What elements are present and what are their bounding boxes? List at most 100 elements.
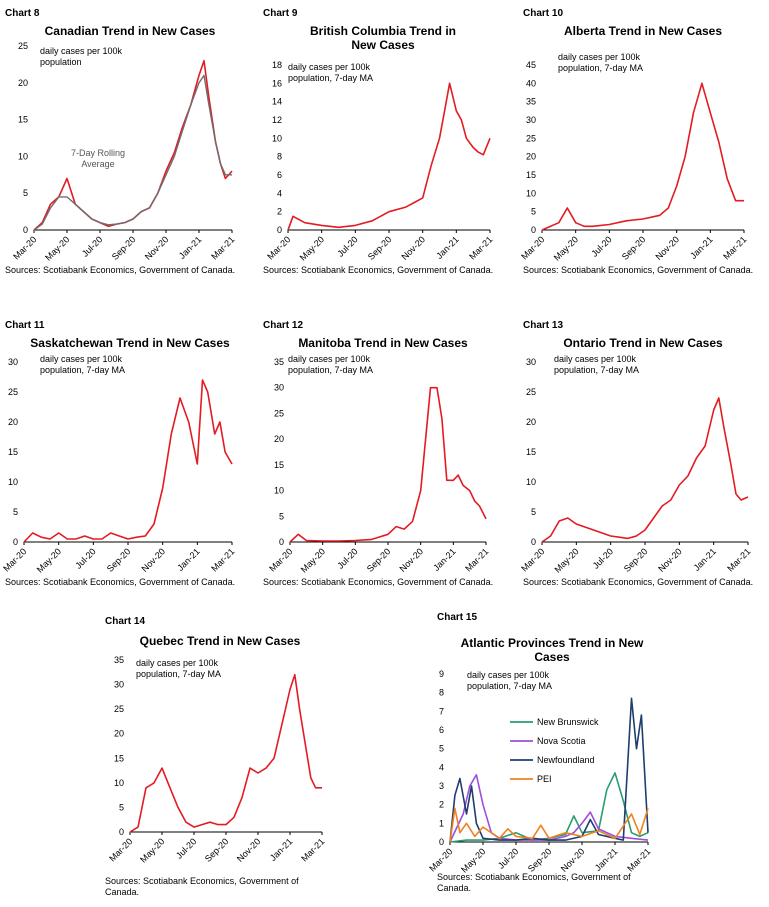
y-tick-label: 5 [531,507,536,517]
x-tick-label: Jan-21 [692,546,719,573]
y-tick-label: 6 [439,725,444,735]
chart14-sources: Sources: Scotiabank Economics, Governmen… [105,876,299,897]
x-tick-label: Jan-21 [177,234,204,261]
chart9-sources: Sources: Scotiabank Economics, Governmen… [263,265,494,275]
note-line-1: daily cases per 100k [558,52,641,62]
y-tick-label: 10 [526,477,536,487]
y-tick-label: 35 [526,97,536,107]
x-tick-label: Jul-20 [80,234,104,258]
chart9-plot: 0 2 4 6 8 10 12 14 16 18 Mar-20 May-20 Jul-20 Sep-20 N… [265,60,494,263]
y-tick-label: 15 [114,753,124,763]
x-tick-label: Mar-20 [267,546,294,573]
note-line-1: daily cases per 100k [40,46,123,56]
chart14-label: Chart 14 [105,616,146,627]
y-tick-label: 0 [23,225,28,235]
chart8-panel: Chart 8 Canadian Trend in New Cases 0 5 10… [0,0,256,300]
note-line-1: daily cases per 100k [288,62,371,72]
series-line-sk [23,379,233,543]
x-tick-label: Mar-20 [1,546,28,573]
chart12-plot: 0 5 10 15 20 25 30 35 Mar-20 May-20 Jul-20 Sep-20 No… [267,354,490,575]
x-tick-label: Sep-20 [105,546,133,574]
chart12-label: Chart 12 [263,320,304,331]
y-tick-label: 20 [526,417,536,427]
y-tick-label: 30 [526,357,536,367]
series-line-nova-scotia [449,774,649,843]
chart15-label: Chart 15 [437,612,478,623]
y-tick-label: 2 [277,207,282,217]
y-tick-label: 0 [531,225,536,235]
y-tick-label: 9 [439,669,444,679]
y-tick-label: 6 [277,170,282,180]
y-tick-label: 0 [277,225,282,235]
legend-label: New Brunswick [537,717,599,727]
x-tick-label: Jul-20 [335,546,359,570]
series-line-daily [33,59,233,231]
chart14-title: Quebec Trend in New Cases [139,634,301,648]
note-line-1: daily cases per 100k [136,658,219,668]
chart13-sources: Sources: Scotiabank Economics, Governmen… [523,577,754,587]
y-tick-label: 25 [526,387,536,397]
x-tick-label: Sep-20 [620,234,648,262]
y-tick-label: 15 [526,447,536,457]
x-tick-label: Sep-20 [622,546,650,574]
x-tick-label: Mar-20 [107,836,134,863]
x-tick-label: Mar-20 [519,234,546,261]
chart11-panel: Chart 11 Saskatchewan Trend in New Cases… [0,312,256,612]
y-tick-label: 5 [23,188,28,198]
series-line-pei [449,807,649,843]
chart13-title: Ontario Trend in New Cases [563,336,723,350]
y-tick-label: 35 [114,655,124,665]
annotation-label: 7-Day Rolling [71,148,125,158]
annotation-label: Average [81,159,114,169]
y-tick-label: 20 [18,78,28,88]
chart14-plot: 0 5 10 15 20 25 30 35 Mar-20 May-20 Jul-20 Sep-20 No… [107,655,326,865]
y-tick-label: 14 [272,97,282,107]
chart8-sources: Sources: Scotiabank Economics, Governmen… [5,265,236,275]
y-tick-label: 30 [8,357,18,367]
x-tick-label: Sep-20 [110,234,138,262]
y-tick-label: 4 [439,762,444,772]
legend-label: PEI [537,774,552,784]
x-tick-label: Nov-20 [656,546,684,574]
chart12-panel: Chart 12 Manitoba Trend in New Cases 0 5 1… [258,312,514,612]
y-tick-label: 15 [8,447,18,457]
y-tick-label: 0 [119,827,124,837]
y-tick-label: 5 [279,511,284,521]
chart10-plot: 0 5 10 15 20 25 30 35 40 45 Mar-20 May-20 Jul-20 Sep-… [519,52,748,263]
x-tick-label: Nov-20 [559,846,587,874]
x-tick-label: Jan-21 [688,234,715,261]
x-tick-label: Mar-21 [209,546,236,573]
x-tick-label: May-20 [459,846,487,874]
x-tick-label: Mar-20 [427,846,454,873]
note-line-1: daily cases per 100k [554,354,637,364]
chart14-panel: Chart 14 Quebec Trend in New Cases 0 5 10 1… [100,612,340,907]
x-tick-label: Sep-20 [365,546,393,574]
x-tick-label: Mar-21 [721,234,748,261]
x-tick-label: Jan-21 [434,234,461,261]
y-tick-label: 15 [274,460,284,470]
x-tick-label: May-20 [35,546,63,574]
x-tick-label: May-20 [552,234,580,262]
y-tick-label: 3 [439,781,444,791]
x-tick-label: Nov-20 [143,234,171,262]
chart8-plot: 0 5 10 15 20 25 Mar-20 May-20 Jul-20 Sep-20 Nov-20… [11,41,236,263]
x-tick-label: Nov-20 [399,234,427,262]
x-tick-label: Mar-20 [519,546,546,573]
y-tick-label: 25 [114,704,124,714]
chart11-sources: Sources: Scotiabank Economics, Governmen… [5,577,236,587]
y-tick-label: 45 [526,60,536,70]
chart10-label: Chart 10 [523,8,564,19]
x-tick-label: May-20 [43,234,71,262]
series-line-newfoundland [449,697,649,843]
series-line-on [541,397,749,543]
y-tick-label: 10 [272,133,282,143]
x-tick-label: May-20 [298,234,326,262]
chart9-panel: Chart 9 British Columbia Trend in New Ca… [258,0,514,300]
note-line-1: daily cases per 100k [288,354,371,364]
x-tick-label: Jul-20 [496,846,520,870]
series-line-ab [541,82,744,231]
y-tick-label: 0 [531,537,536,547]
x-tick-label: Mar-21 [725,546,752,573]
y-tick-label: 25 [274,408,284,418]
y-tick-label: 5 [439,744,444,754]
